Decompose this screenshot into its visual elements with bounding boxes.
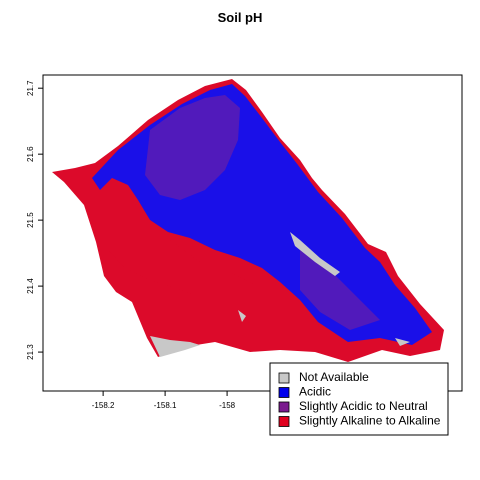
land-red-patch — [100, 200, 270, 310]
plot-frame — [42, 74, 463, 392]
legend-swatch — [278, 372, 290, 384]
x-tick-label: -158.1 — [154, 401, 177, 410]
legend-label: Acidic — [299, 385, 331, 399]
y-tick-label: 21.7 — [26, 80, 35, 96]
legend-swatch — [278, 401, 290, 413]
y-tick-label: 21.3 — [26, 344, 35, 360]
legend-box — [269, 362, 449, 436]
legend-label: Not Available — [299, 370, 369, 384]
legend-label: Slightly Acidic to Neutral — [299, 399, 428, 413]
y-tick-label: 21.6 — [26, 146, 35, 162]
x-tick-label: -158 — [219, 401, 236, 410]
land-gray — [150, 232, 410, 357]
map-title: Soil pH — [218, 10, 263, 25]
island — [52, 79, 444, 362]
x-tick-label: -158.2 — [92, 401, 115, 410]
y-tick-label: 21.4 — [26, 278, 35, 294]
legend-swatch — [278, 387, 290, 398]
legend-swatch — [278, 416, 290, 427]
legend-label: Slightly Alkaline to Alkaline — [299, 414, 441, 428]
land-purple — [145, 95, 380, 330]
y-tick-label: 21.5 — [26, 212, 35, 228]
